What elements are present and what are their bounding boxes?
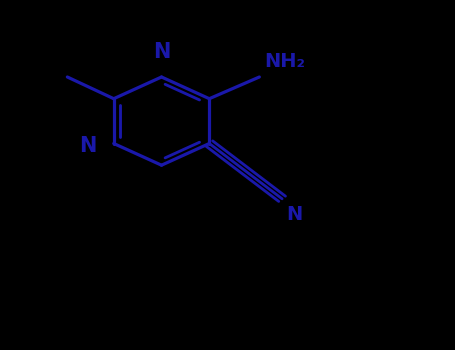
Text: N: N: [79, 136, 96, 156]
Text: N: N: [287, 205, 303, 224]
Text: NH₂: NH₂: [264, 52, 305, 71]
Text: N: N: [153, 42, 170, 62]
